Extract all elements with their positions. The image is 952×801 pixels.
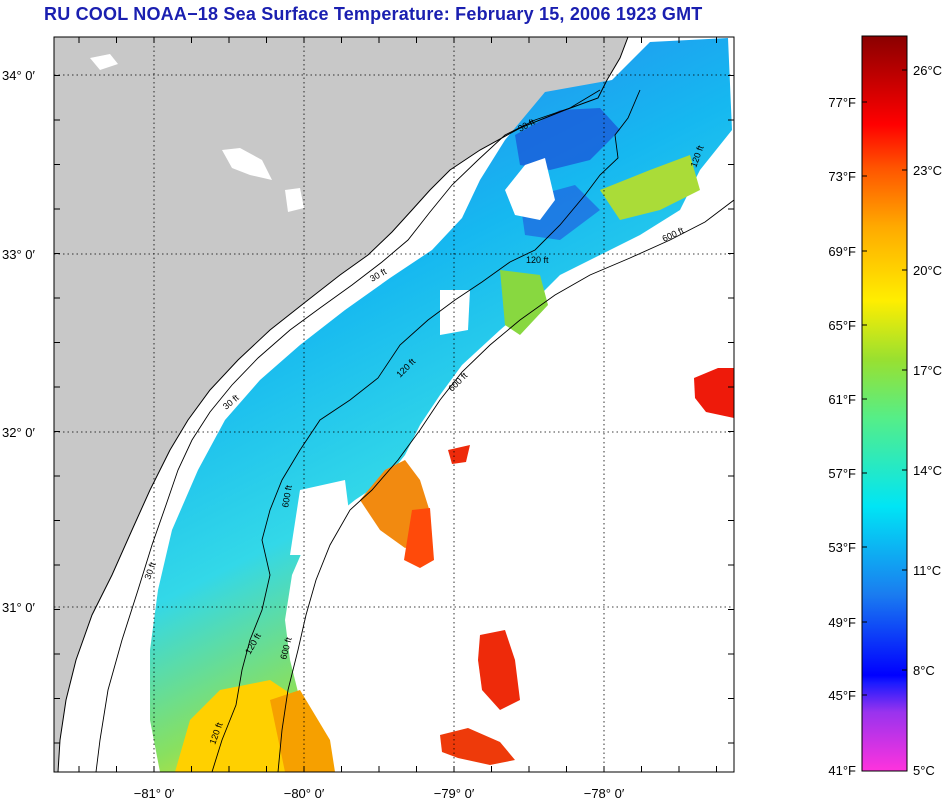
- colorbar-celsius-label: 23°C: [913, 163, 942, 178]
- land-hole: [285, 188, 304, 212]
- contour-120ft: [211, 89, 641, 772]
- lon-tick-label: −79° 0′: [434, 786, 475, 801]
- colorbar-fahrenheit-label: 65°F: [828, 318, 856, 333]
- sst-hot-patch: [440, 728, 515, 765]
- coastline: [57, 37, 629, 772]
- colorbar-celsius-label: 11°C: [913, 563, 941, 578]
- contour-label: 600 ft: [280, 484, 294, 508]
- sst-warm-patch: [500, 270, 548, 335]
- lat-tick-label: 32° 0′: [2, 425, 36, 440]
- sst-nodata-gap: [505, 158, 555, 220]
- colorbar-fahrenheit-label: 57°F: [828, 466, 856, 481]
- lon-tick-label: −81° 0′: [134, 786, 175, 801]
- colorbar-ticks: [862, 69, 907, 696]
- colorbar-celsius-label: 17°C: [913, 363, 942, 378]
- lat-tick-label: 33° 0′: [2, 247, 36, 262]
- land-hole: [222, 148, 272, 180]
- colorbar: [861, 35, 908, 772]
- land-mass: [54, 37, 628, 772]
- colorbar-fahrenheit-label: 61°F: [828, 392, 856, 407]
- sst-warm-patch: [270, 690, 335, 772]
- colorbar-celsius-label: 20°C: [913, 263, 942, 278]
- lon-tick-label: −80° 0′: [284, 786, 325, 801]
- colorbar-celsius-label: 8°C: [913, 663, 935, 678]
- colorbar-fahrenheit-label: 45°F: [828, 688, 856, 703]
- contour-600ft: [277, 199, 734, 772]
- lat-tick-label: 34° 0′: [2, 68, 36, 83]
- lat-lon-grid: [54, 37, 734, 772]
- colorbar-celsius-label: 14°C: [913, 463, 942, 478]
- map-title: RU COOL NOAA−18 Sea Surface Temperature:…: [44, 4, 703, 24]
- colorbar-celsius-label: 26°C: [913, 63, 942, 78]
- colorbar-fahrenheit-label: 73°F: [828, 169, 856, 184]
- lon-tick-label: −78° 0′: [584, 786, 625, 801]
- sst-warm-patch: [404, 508, 434, 568]
- sst-hot-patch: [448, 445, 470, 464]
- frame-ticks: [54, 37, 734, 772]
- contour-30ft: [95, 89, 601, 772]
- land-hole: [90, 54, 118, 70]
- map-border: [53, 36, 735, 773]
- sst-hot-patch: [694, 368, 734, 418]
- sst-hot-patch: [478, 630, 520, 710]
- colorbar-fahrenheit-label: 53°F: [828, 540, 856, 555]
- colorbar-fahrenheit-label: 77°F: [828, 95, 856, 110]
- colorbar-fahrenheit-label: 49°F: [828, 615, 856, 630]
- sst-warm-patch: [600, 155, 700, 220]
- colorbar-fahrenheit-label: 69°F: [828, 244, 856, 259]
- sst-nodata-gap: [440, 290, 470, 335]
- sst-cold-patch: [515, 108, 620, 170]
- contour-label: 120 ft: [526, 255, 549, 265]
- sst-main-band: [150, 38, 732, 772]
- lat-tick-label: 31° 0′: [2, 600, 36, 615]
- colorbar-celsius-label: 5°C: [913, 763, 935, 778]
- colorbar-fahrenheit-label: 41°F: [828, 763, 856, 778]
